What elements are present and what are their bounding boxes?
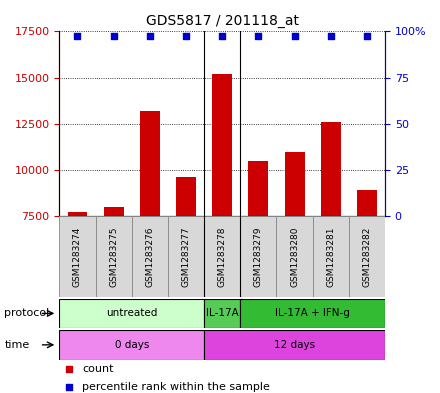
Bar: [357, 190, 377, 354]
Bar: [204, 330, 385, 360]
Bar: [59, 216, 95, 297]
Text: GSM1283279: GSM1283279: [254, 226, 263, 286]
Title: GDS5817 / 201118_at: GDS5817 / 201118_at: [146, 14, 299, 28]
Bar: [313, 216, 349, 297]
Bar: [240, 299, 385, 328]
Bar: [59, 299, 204, 328]
Text: GSM1283281: GSM1283281: [326, 226, 335, 286]
Text: GSM1283280: GSM1283280: [290, 226, 299, 286]
Bar: [132, 216, 168, 297]
Text: GSM1283275: GSM1283275: [109, 226, 118, 286]
Bar: [68, 213, 88, 354]
Point: [327, 33, 334, 39]
Text: GSM1283276: GSM1283276: [145, 226, 154, 286]
Point: [74, 33, 81, 39]
Text: time: time: [4, 340, 29, 350]
Point: [66, 384, 73, 390]
Bar: [140, 111, 160, 354]
Bar: [276, 216, 313, 297]
Text: count: count: [82, 364, 114, 374]
Text: GSM1283282: GSM1283282: [363, 226, 371, 286]
Point: [183, 33, 190, 39]
Text: percentile rank within the sample: percentile rank within the sample: [82, 382, 270, 391]
Point: [147, 33, 154, 39]
Text: GSM1283274: GSM1283274: [73, 226, 82, 286]
Bar: [204, 299, 240, 328]
Bar: [349, 216, 385, 297]
Text: untreated: untreated: [106, 309, 158, 318]
Text: 0 days: 0 days: [114, 340, 149, 350]
Bar: [104, 207, 124, 354]
Point: [110, 33, 117, 39]
Bar: [176, 177, 196, 354]
Text: GSM1283278: GSM1283278: [218, 226, 227, 286]
Bar: [321, 122, 341, 354]
Bar: [95, 216, 132, 297]
Text: protocol: protocol: [4, 309, 50, 318]
Text: IL-17A: IL-17A: [206, 309, 238, 318]
Bar: [59, 330, 204, 360]
Point: [363, 33, 370, 39]
Point: [219, 33, 226, 39]
Text: 12 days: 12 days: [274, 340, 315, 350]
Bar: [240, 216, 276, 297]
Point: [291, 33, 298, 39]
Bar: [285, 152, 304, 354]
Text: GSM1283277: GSM1283277: [182, 226, 191, 286]
Point: [66, 365, 73, 372]
Point: [255, 33, 262, 39]
Bar: [212, 74, 232, 354]
Bar: [168, 216, 204, 297]
Bar: [204, 216, 240, 297]
Text: IL-17A + IFN-g: IL-17A + IFN-g: [275, 309, 350, 318]
Bar: [249, 161, 268, 354]
